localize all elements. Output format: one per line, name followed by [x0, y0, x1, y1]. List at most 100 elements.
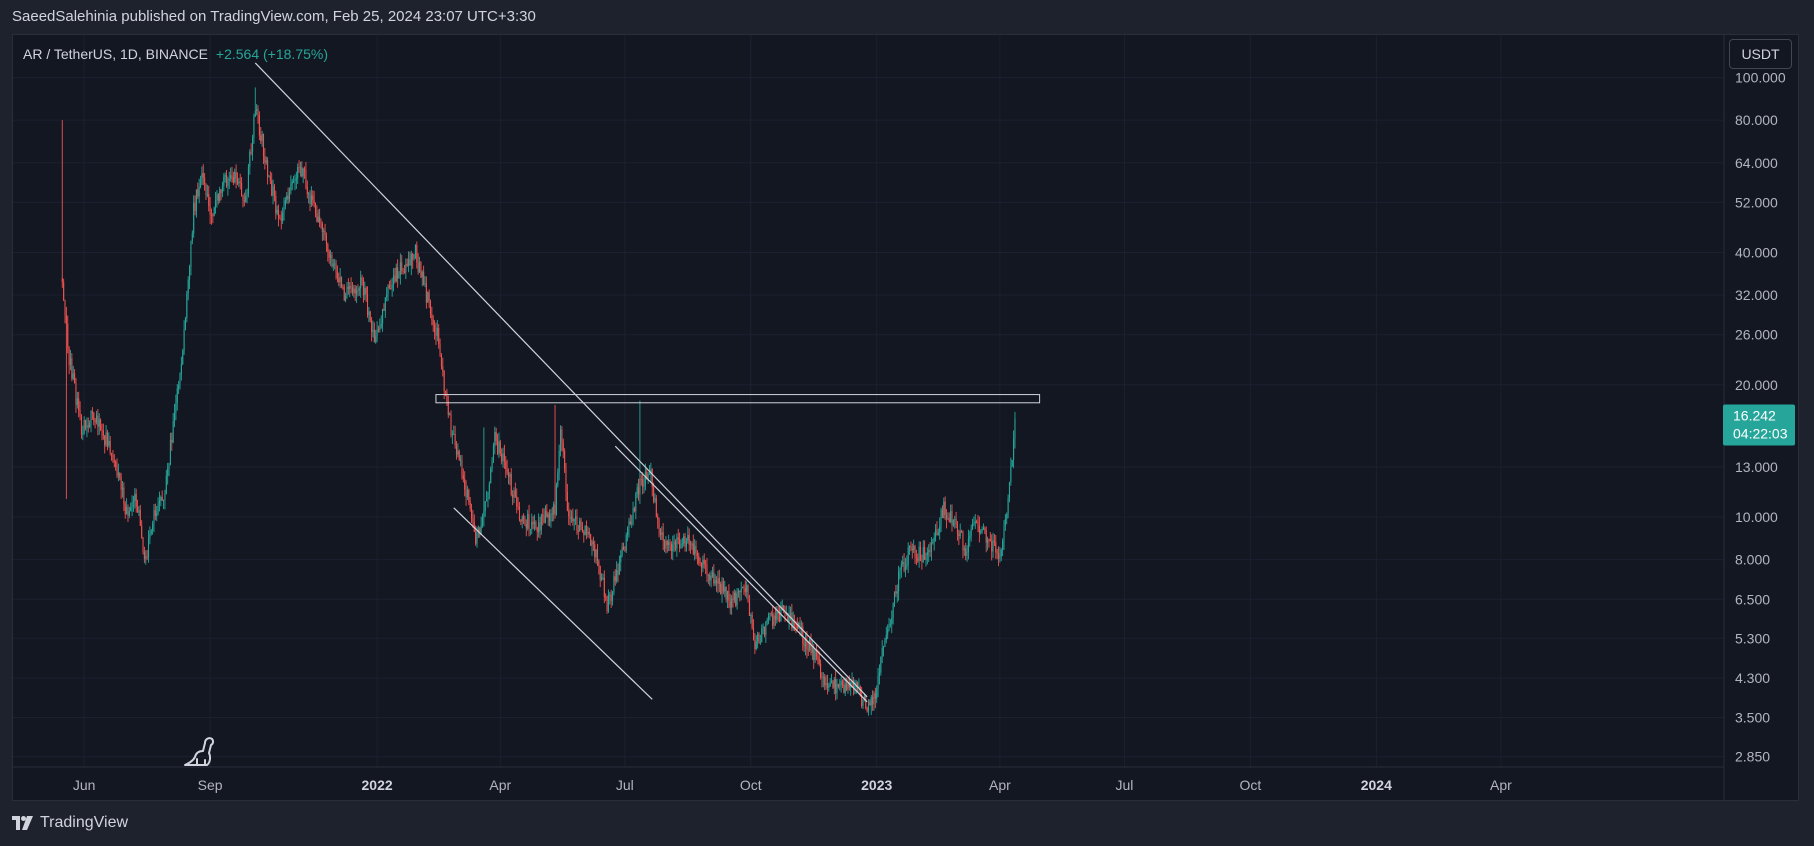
candle-body: [773, 615, 775, 626]
candle-body: [728, 590, 730, 601]
currency-button[interactable]: USDT: [1729, 39, 1792, 69]
candle-body: [665, 541, 667, 549]
candle-body: [830, 681, 833, 684]
candle-body: [283, 205, 285, 214]
price-axis[interactable]: 100.000 80.000 64.000 52.000 40.000 32.000 26.…: [1735, 70, 1786, 765]
candle-body: [342, 286, 344, 288]
candle-body: [594, 544, 596, 558]
candle-body: [201, 173, 203, 184]
candle-body: [268, 176, 270, 178]
candle-body: [544, 511, 547, 523]
long-downtrend-line[interactable]: [254, 62, 868, 698]
candle-body: [391, 284, 393, 289]
candle-body: [499, 441, 501, 454]
candle-body: [591, 541, 593, 547]
candle-body: [922, 547, 924, 562]
candle-body: [520, 520, 522, 522]
candle-body: [550, 513, 552, 522]
candle-body: [61, 277, 63, 283]
candle-body: [954, 519, 956, 520]
candle-body: [911, 548, 913, 551]
candle-body: [324, 230, 326, 236]
candle-body: [895, 591, 897, 594]
candle-body: [717, 578, 719, 584]
candle-body: [865, 695, 867, 709]
candle-body: [349, 286, 351, 289]
candle-body: [138, 510, 140, 513]
x-tick-label: 2022: [362, 777, 393, 793]
x-tick-label: Jul: [616, 777, 634, 793]
channel-lower-line[interactable]: [453, 507, 653, 700]
candle-body: [688, 535, 690, 545]
candle-body: [514, 490, 516, 497]
candle-body: [588, 531, 590, 535]
candle-body: [119, 472, 121, 478]
candle-body: [191, 233, 193, 242]
candle-body: [856, 682, 859, 688]
candle-body: [438, 328, 440, 344]
time-axis[interactable]: Jun Sep 2022 Apr Jul Oct 2023 Apr Jul Oct 2024 Apr: [73, 777, 1512, 793]
candle-body: [740, 588, 742, 593]
candle-body: [976, 521, 978, 523]
candle-body: [997, 553, 1000, 559]
candle-body: [405, 264, 407, 273]
candle-body: [973, 523, 975, 525]
candle-body: [394, 275, 396, 282]
symbol-name[interactable]: AR / TetherUS, 1D, BINANCE: [23, 46, 208, 62]
candle-body: [332, 264, 334, 267]
candle-body: [242, 195, 244, 201]
candle-body: [880, 656, 882, 673]
candle-body: [721, 581, 723, 594]
candle-layer: [61, 87, 1016, 716]
candle-body: [884, 639, 886, 647]
candle-body: [674, 541, 677, 549]
candle-body: [94, 420, 96, 423]
candle-body: [414, 244, 416, 259]
candle-body: [966, 551, 968, 556]
candle-body: [562, 442, 564, 451]
candle-body: [937, 532, 939, 536]
candle-body: [104, 435, 106, 446]
candle-body: [902, 562, 904, 565]
candle-body: [705, 564, 707, 566]
candle-body: [575, 516, 577, 519]
drawing-layer[interactable]: [254, 62, 1041, 703]
y-tick-label: 13.000: [1735, 459, 1778, 475]
candle-body: [395, 267, 397, 282]
candle-body: [491, 460, 493, 469]
x-tick-label: Jun: [73, 777, 96, 793]
candle-body: [613, 576, 615, 593]
candle-body: [161, 497, 163, 501]
candle-body: [647, 474, 649, 480]
candle-body: [996, 552, 998, 554]
y-tick-label: 8.000: [1735, 552, 1770, 568]
candle-body: [627, 528, 629, 535]
candle-body: [410, 253, 412, 266]
candle-body: [384, 297, 386, 311]
resistance-zone[interactable]: [435, 394, 1041, 404]
candle-body: [837, 684, 839, 687]
candle-body: [293, 180, 295, 182]
candle-body: [1006, 514, 1008, 519]
candle-body: [453, 433, 455, 435]
footer-brand[interactable]: TradingView: [12, 814, 128, 832]
candle-body: [109, 440, 111, 453]
y-tick-label: 10.000: [1735, 509, 1778, 525]
candle-body: [592, 541, 594, 545]
candle-body: [576, 516, 578, 532]
candle-body: [663, 540, 666, 549]
symbol-info[interactable]: AR / TetherUS, 1D, BINANCE +2.564 (+18.75…: [23, 46, 328, 62]
channel-upper-line[interactable]: [614, 445, 868, 703]
candle-body: [636, 487, 638, 495]
candle-body: [609, 594, 611, 596]
candle-body: [540, 514, 542, 531]
candle-body: [373, 329, 375, 343]
candle-body: [811, 647, 813, 654]
candle-body: [852, 680, 854, 688]
candle-body: [666, 541, 668, 545]
candle-body: [893, 591, 896, 604]
candle-body: [399, 262, 401, 275]
candle-body: [431, 314, 433, 320]
candle-body: [629, 521, 631, 525]
